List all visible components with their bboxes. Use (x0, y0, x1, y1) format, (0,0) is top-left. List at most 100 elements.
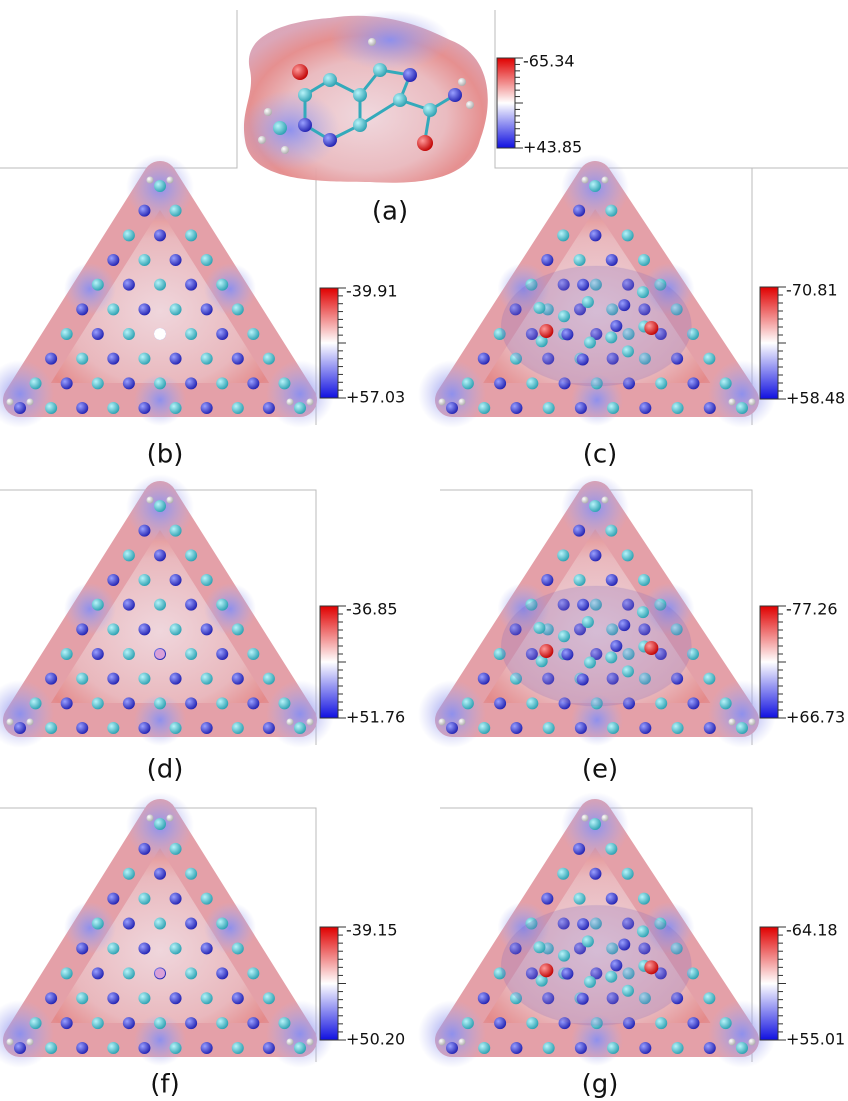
atom (655, 377, 667, 389)
atom (510, 402, 522, 414)
atom (170, 673, 182, 685)
atom (478, 673, 490, 685)
atom (92, 1017, 104, 1029)
atom (307, 719, 314, 726)
atom (622, 985, 634, 997)
color-bar-max: -77.26 (786, 600, 838, 619)
atom (45, 353, 57, 365)
atom (298, 118, 312, 132)
atom (138, 722, 150, 734)
atom (170, 1042, 182, 1054)
panel-label: (d) (147, 755, 184, 785)
atom (292, 64, 308, 80)
atom (605, 971, 617, 983)
atom (605, 525, 617, 537)
atom (61, 328, 73, 340)
atom (589, 229, 601, 241)
atom (655, 1017, 667, 1029)
atom (201, 992, 213, 1004)
atom (704, 722, 716, 734)
atom (76, 942, 88, 954)
atom (138, 525, 150, 537)
atom (123, 868, 135, 880)
atom (533, 302, 545, 314)
atom (510, 722, 522, 734)
atom (533, 622, 545, 634)
atom (644, 641, 658, 655)
atom (278, 377, 290, 389)
atom (247, 967, 259, 979)
atom (637, 925, 649, 937)
atom (539, 324, 553, 338)
frame-line (0, 10, 237, 168)
atom (185, 918, 197, 930)
atom (582, 935, 594, 947)
atom (577, 918, 589, 930)
color-bar-min: +66.73 (786, 708, 845, 727)
atom (543, 722, 555, 734)
atom (27, 399, 34, 406)
atom (622, 665, 634, 677)
atom (30, 1017, 42, 1029)
atom (123, 229, 135, 241)
atom (494, 1017, 506, 1029)
panel-label: (e) (582, 755, 618, 785)
atom (138, 205, 150, 217)
atom (610, 640, 622, 652)
atom (45, 1042, 57, 1054)
atom (185, 279, 197, 291)
atom (7, 399, 14, 406)
atom (353, 118, 367, 132)
atom (232, 992, 244, 1004)
atom (582, 177, 589, 184)
atom (216, 697, 228, 709)
atom (704, 1042, 716, 1054)
atom (573, 205, 585, 217)
atom (232, 722, 244, 734)
color-bar-min: +57.03 (346, 388, 405, 407)
atom (582, 296, 594, 308)
atom (154, 918, 166, 930)
atom (201, 1042, 213, 1054)
atom (154, 500, 166, 512)
atom (589, 500, 601, 512)
color-bar-max: -65.34 (523, 52, 575, 71)
atom (287, 1039, 294, 1046)
color-bar (760, 927, 778, 1040)
color-bar-min: +58.48 (786, 389, 845, 408)
atom (170, 303, 182, 315)
atom (373, 63, 387, 77)
atom (298, 88, 312, 102)
atom (170, 893, 182, 905)
atom (607, 1042, 619, 1054)
atom (639, 1042, 651, 1054)
atom (703, 992, 715, 1004)
atom (610, 959, 622, 971)
panel-label: (c) (583, 440, 618, 470)
atom (232, 353, 244, 365)
atom (170, 574, 182, 586)
atom (7, 1039, 14, 1046)
atom (30, 377, 42, 389)
positive-region (240, 90, 340, 170)
atom (561, 328, 573, 340)
atom (264, 108, 272, 116)
atom (575, 402, 587, 414)
atom (167, 497, 174, 504)
color-bar-min: +55.01 (786, 1030, 845, 1049)
atom (76, 722, 88, 734)
atom (541, 254, 553, 266)
atom (558, 310, 570, 322)
atom (123, 1017, 135, 1029)
atom (577, 599, 589, 611)
atom (541, 574, 553, 586)
atom (61, 648, 73, 660)
atom (639, 402, 651, 414)
atom (307, 399, 314, 406)
atom (14, 402, 26, 414)
atom (393, 93, 407, 107)
atom (736, 402, 748, 414)
atom (185, 1017, 197, 1029)
atom (138, 992, 150, 1004)
atom (92, 918, 104, 930)
